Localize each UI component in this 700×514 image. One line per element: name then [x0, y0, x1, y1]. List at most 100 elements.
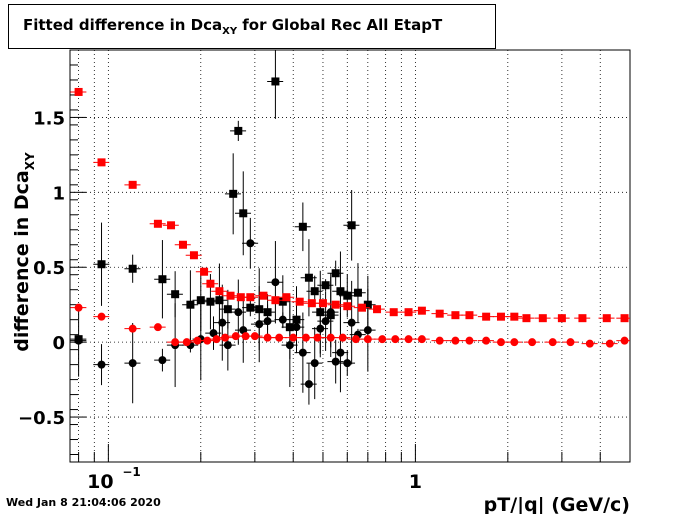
square-marker — [239, 209, 248, 218]
data-point — [259, 304, 276, 338]
y-tick-label: 1.5 — [33, 108, 65, 129]
circle-marker — [292, 323, 301, 332]
square-marker — [331, 269, 340, 278]
circle-marker — [250, 332, 259, 341]
square-marker — [206, 279, 215, 288]
square-marker — [331, 300, 340, 309]
circle-marker — [310, 359, 319, 368]
circle-marker — [298, 348, 307, 357]
square-marker — [223, 305, 232, 314]
data-point — [518, 314, 535, 323]
circle-marker — [566, 338, 575, 347]
x-axis-label: pT/|q| (GeV/c) — [484, 494, 630, 514]
square-marker — [158, 275, 167, 284]
data-point — [255, 291, 272, 300]
circle-marker — [231, 332, 240, 341]
grid-lines — [70, 50, 631, 462]
data-point — [174, 240, 191, 249]
circle-marker — [496, 338, 505, 347]
title-rest: for Global Rec All EtapT — [237, 16, 443, 34]
circle-marker — [435, 336, 444, 345]
square-marker — [171, 290, 180, 299]
data-point — [214, 284, 231, 361]
data-point — [230, 120, 247, 141]
circle-marker — [255, 320, 264, 329]
square-marker — [347, 221, 356, 230]
data-point — [581, 339, 598, 348]
data-point — [343, 189, 360, 261]
data-point — [267, 50, 284, 119]
data-point — [327, 300, 344, 309]
data-point — [278, 293, 295, 302]
data-point — [447, 311, 464, 320]
circle-marker — [404, 335, 413, 344]
data-point — [70, 303, 87, 312]
square-marker — [153, 219, 162, 228]
circle-marker — [74, 336, 83, 345]
circle-marker — [465, 336, 474, 345]
circle-marker — [548, 338, 557, 347]
circle-marker — [218, 318, 227, 327]
circle-marker — [171, 338, 180, 347]
data-point — [182, 270, 199, 340]
y-axis-label-group: difference in DcaXY — [11, 152, 37, 352]
data-point — [544, 338, 561, 347]
data-point — [294, 312, 311, 393]
data-point — [288, 315, 305, 339]
square-marker — [321, 281, 330, 290]
data-point — [523, 338, 540, 347]
square-marker — [189, 251, 198, 260]
square-marker — [482, 312, 491, 321]
square-marker — [298, 222, 307, 231]
data-point — [339, 274, 356, 318]
data-point — [162, 221, 179, 230]
square-marker — [389, 308, 398, 317]
square-marker — [206, 297, 215, 306]
square-marker — [357, 303, 366, 312]
circle-marker — [313, 333, 322, 342]
square-marker — [557, 314, 566, 323]
data-point — [242, 217, 259, 269]
circle-marker — [417, 335, 426, 344]
square-marker — [295, 297, 304, 306]
circle-marker — [223, 341, 232, 350]
data-point — [93, 222, 110, 306]
square-marker — [404, 308, 413, 317]
data-point — [477, 312, 494, 321]
square-marker — [97, 158, 106, 167]
square-marker — [435, 309, 444, 318]
data-point — [195, 267, 212, 276]
circle-marker — [289, 333, 298, 342]
square-marker — [200, 267, 209, 276]
square-marker — [307, 299, 316, 308]
circle-marker — [301, 333, 310, 342]
circle-marker — [246, 239, 255, 248]
y-axis-label: difference in DcaXY — [11, 152, 37, 352]
square-marker — [178, 240, 187, 249]
data-point — [211, 287, 228, 296]
circle-marker — [263, 317, 272, 326]
square-marker — [246, 293, 255, 302]
data-point — [413, 306, 430, 315]
circle-marker — [203, 336, 212, 345]
square-marker — [353, 288, 362, 297]
data-point — [234, 171, 252, 256]
data-point — [154, 240, 171, 319]
data-point — [250, 286, 267, 363]
square-marker — [538, 314, 547, 323]
data-point — [291, 297, 308, 306]
data-point — [202, 279, 219, 288]
data-point — [149, 323, 166, 332]
data-point — [267, 296, 284, 305]
data-point — [327, 339, 344, 384]
data-point — [222, 291, 239, 300]
data-point — [274, 312, 291, 327]
square-marker — [271, 296, 280, 305]
chart-title-box: Fitted difference in DcaXY for Global Re… — [8, 4, 496, 49]
data-point — [339, 302, 356, 311]
data-point — [343, 280, 360, 365]
circle-marker — [336, 348, 345, 357]
data-point — [314, 299, 331, 308]
y-tick-label: 0 — [52, 333, 65, 354]
